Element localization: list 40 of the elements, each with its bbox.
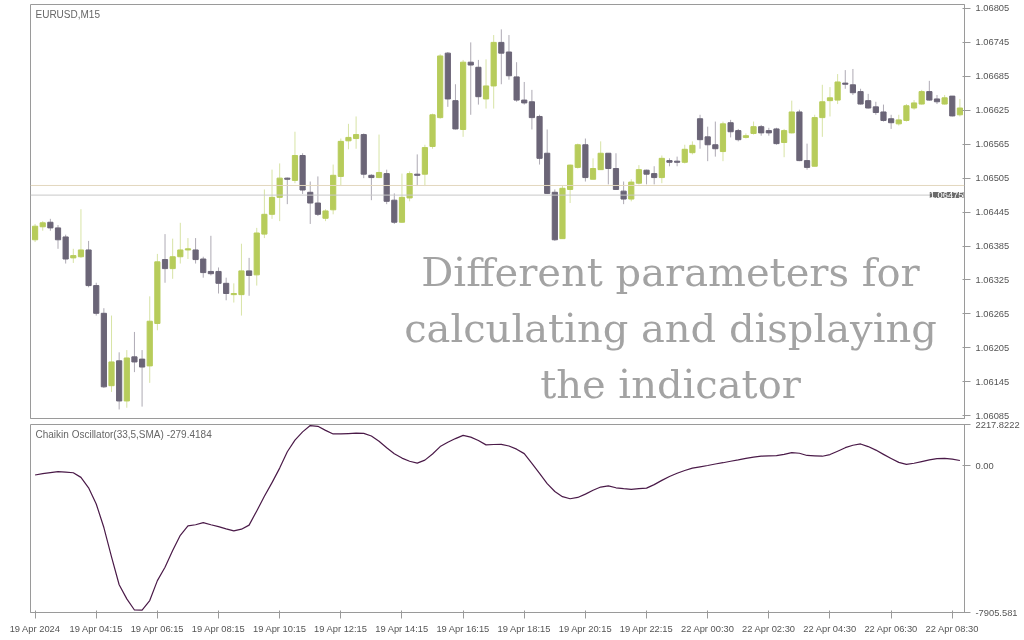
x-tick-label: 19 Apr 14:15 — [375, 623, 429, 634]
x-tick-label: 22 Apr 02:30 — [742, 623, 796, 634]
y-tick-label: 0.00 — [975, 460, 994, 471]
y-tick-label: -7905.581 — [975, 607, 1018, 618]
y-tick-label: 1.06445 — [975, 207, 1010, 218]
x-tick-label: 22 Apr 06:30 — [864, 623, 918, 634]
candlestick — [949, 95, 956, 117]
x-tick-label: 22 Apr 00:30 — [680, 623, 734, 634]
y-tick-label: 1.06385 — [975, 241, 1010, 251]
x-tick-label: 19 Apr 10:15 — [252, 623, 306, 634]
y-tick-label: 1.06805 — [975, 3, 1010, 14]
x-tick-label: 19 Apr 16:15 — [436, 623, 490, 634]
y-tick-label: 1.06325 — [975, 274, 1010, 285]
y-tick-label: 1.06565 — [975, 139, 1010, 150]
x-tick-label: 19 Apr 22:15 — [619, 623, 673, 634]
y-tick-label: 1.06205 — [975, 342, 1010, 353]
x-tick-label: 19 Apr 12:15 — [314, 623, 368, 634]
y-tick-label: 1.06085 — [975, 410, 1010, 421]
annotation: Different parameters for calculating and displaying the indicator — [404, 248, 937, 407]
line-series — [34, 424, 961, 611]
y-tick-label: 2217.8222 — [975, 419, 1020, 430]
x-tick-label: 19 Apr 06:15 — [130, 623, 184, 634]
candlestick — [742, 132, 749, 140]
y-tick-label: 1.06745 — [975, 37, 1010, 48]
y-tick-label: 1.06145 — [975, 376, 1010, 387]
x-tick-label: 22 Apr 08:30 — [925, 623, 979, 634]
y-tick-label: 1.06625 — [975, 105, 1010, 116]
y-tick-label: 1.06265 — [975, 308, 1010, 319]
candlestick — [956, 98, 964, 117]
x-tick-label: 19 Apr 08:15 — [191, 623, 245, 634]
ref-line-label: 1.06475 — [929, 190, 964, 201]
x-tick-label: 22 Apr 04:30 — [803, 623, 857, 634]
x-tick-label: 19 Apr 18:15 — [497, 623, 551, 634]
x-tick-label: 19 Apr 20:15 — [558, 623, 612, 634]
x-tick-label: 19 Apr 2024 — [9, 623, 60, 634]
x-tick-label: 19 Apr 04:15 — [69, 623, 123, 634]
chart-title: EURUSD,M15 — [35, 8, 101, 20]
chart-title: Chaikin Oscillator(33,5,SMA) -279.4184 — [35, 428, 213, 440]
y-tick-label: 1.06505 — [975, 173, 1010, 184]
y-tick-label: 1.06685 — [975, 71, 1010, 82]
